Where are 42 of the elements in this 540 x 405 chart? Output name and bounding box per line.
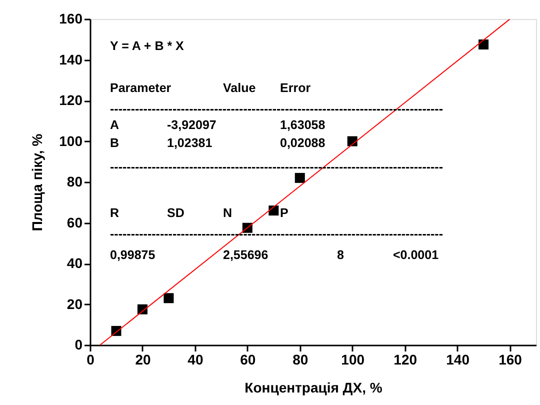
annotation: SD	[167, 206, 184, 220]
annotation: -3,92097	[167, 118, 216, 132]
annotation: 1,02381	[167, 136, 212, 150]
annotation: A	[110, 118, 120, 132]
x-tick-label: 0	[86, 352, 95, 368]
y-tick-label: 60	[66, 214, 83, 230]
annotation: Error	[280, 81, 311, 95]
x-tick-label: 80	[292, 352, 308, 368]
x-axis-title: Концентрація ДХ, %	[244, 380, 383, 396]
annotation: 0,02088	[280, 136, 326, 150]
y-tick-label: 80	[66, 174, 83, 190]
annotation: P	[280, 206, 288, 220]
annotation: 8	[337, 248, 344, 262]
point	[478, 39, 489, 50]
y-tick-label: 100	[59, 132, 83, 149]
annotation: Y = A + B * X	[110, 39, 185, 53]
annotation: 2,55696	[223, 248, 268, 262]
point	[294, 172, 305, 183]
y-tick-label: 140	[59, 51, 83, 68]
x-tick-label: 40	[188, 352, 204, 368]
y-tick-label: 120	[59, 92, 83, 108]
x-tick-label: 160	[498, 352, 522, 368]
annotation: R	[110, 206, 120, 220]
annotation: Parameter	[110, 81, 172, 95]
y-tick-label: 40	[66, 255, 83, 271]
annotation: N	[223, 206, 232, 220]
point	[268, 206, 279, 216]
y-tick-label: 20	[66, 296, 83, 312]
x-tick-label: 120	[394, 352, 418, 368]
y-tick-label: 160	[59, 10, 83, 26]
annotation: 1,63058	[280, 118, 326, 132]
x-tick-label: 60	[240, 352, 256, 368]
x-tick-label: 140	[446, 352, 470, 368]
annotation: B	[110, 136, 120, 150]
annotation: <0.0001	[393, 248, 439, 262]
point	[164, 293, 174, 304]
y-axis-title: Площа піку, %	[29, 133, 46, 232]
x-tick-label: 20	[135, 352, 151, 368]
x-tick-label: 100	[341, 352, 365, 368]
annotation: Value	[223, 81, 256, 95]
y-tick-label: 0	[74, 336, 83, 352]
annotation: 0,99875	[110, 248, 156, 262]
